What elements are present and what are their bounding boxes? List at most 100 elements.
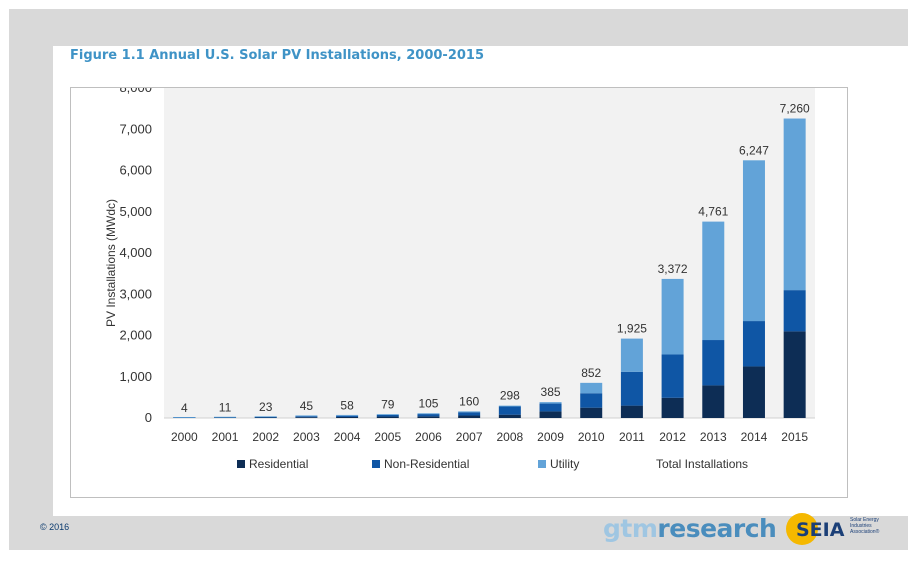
total-data-label: 4,761 [698, 205, 728, 219]
gtm-logo-part2: research [657, 514, 777, 543]
bar-non-residential [742, 321, 765, 367]
bar-utility [254, 416, 277, 418]
bar-non-residential [702, 340, 725, 386]
bar-non-residential [376, 414, 399, 417]
total-data-label: 852 [581, 366, 601, 380]
legend-label: Non-Residential [384, 457, 469, 471]
bar-residential [539, 411, 562, 418]
bar-residential [702, 385, 725, 418]
legend-swatch-residential [237, 460, 245, 468]
seia-logo-text: SEIA [796, 519, 845, 541]
y-tick-label: 8,000 [119, 88, 152, 95]
bar-utility [580, 382, 603, 394]
y-tick-label: 0 [145, 410, 152, 425]
total-data-label: 79 [381, 398, 395, 412]
legend-swatch-utility [538, 460, 546, 468]
bar-utility [336, 414, 359, 416]
bar-non-residential [254, 416, 277, 418]
bar-utility [783, 118, 806, 291]
x-tick-label: 2008 [496, 430, 523, 444]
x-tick-label: 2015 [781, 430, 808, 444]
total-data-label: 1,925 [617, 322, 647, 336]
bar-utility [539, 402, 562, 404]
total-data-label: 105 [418, 397, 438, 411]
total-data-label: 4 [181, 401, 188, 415]
legend-swatch-non-residential [372, 460, 380, 468]
total-data-label: 11 [219, 401, 232, 415]
chart-container: 0 1,000 2,000 3,000 4,000 5,000 6,000 7,000 8,00… [70, 87, 848, 498]
bar-utility [295, 415, 318, 417]
bar-utility [661, 278, 684, 355]
bar-utility [498, 405, 521, 407]
total-data-label: 6,247 [739, 143, 769, 157]
legend-label-total: Total Installations [656, 457, 748, 471]
total-data-label: 7,260 [780, 102, 810, 116]
x-tick-label: 2011 [619, 430, 645, 444]
bar-residential [580, 407, 603, 418]
y-tick-label: 1,000 [119, 369, 152, 384]
total-data-label: 45 [300, 399, 314, 413]
bar-non-residential [661, 354, 684, 398]
bar-utility [376, 414, 399, 415]
x-tick-label: 2004 [334, 430, 361, 444]
x-tick-label: 2012 [659, 430, 686, 444]
bar-residential [783, 331, 806, 418]
bar-non-residential [783, 290, 806, 332]
y-tick-label: 7,000 [119, 121, 152, 136]
x-tick-label: 2001 [212, 430, 239, 444]
y-tick-label: 2,000 [119, 328, 152, 343]
bar-utility [742, 160, 765, 322]
copyright-text: © 2016 [40, 522, 70, 532]
bar-non-residential [539, 403, 562, 412]
bar-non-residential [417, 414, 440, 417]
bar-residential [620, 405, 643, 418]
y-tick-label: 4,000 [119, 245, 152, 260]
bar-utility [702, 221, 725, 341]
y-tick-label: 5,000 [119, 204, 152, 219]
sun-icon [786, 513, 818, 545]
x-tick-label: 2014 [741, 430, 768, 444]
bar-utility [214, 416, 237, 418]
bar-residential [458, 415, 481, 418]
bar-residential [417, 416, 440, 418]
y-tick-label: 6,000 [119, 163, 152, 178]
bar-utility [173, 417, 196, 418]
x-tick-label: 2009 [537, 430, 564, 444]
bar-utility [620, 338, 643, 372]
gtm-research-logo: gtmresearch [603, 514, 777, 543]
x-tick-label: 2005 [374, 430, 401, 444]
total-data-label: 385 [541, 385, 561, 399]
bar-residential [498, 414, 521, 418]
x-tick-label: 2010 [578, 430, 605, 444]
seia-logo: SEIA Solar Energy Industries Association… [786, 512, 906, 548]
total-data-label: 298 [500, 389, 520, 403]
bar-residential [376, 416, 399, 418]
bar-utility [417, 413, 440, 415]
bar-residential [254, 417, 277, 418]
seia-logo-tagline: Solar Energy Industries Association® [850, 517, 880, 535]
bar-non-residential [458, 412, 481, 416]
bar-non-residential [336, 415, 359, 417]
bar-utility [458, 411, 481, 413]
bar-non-residential [498, 406, 521, 415]
y-axis-title: PV Installations (MWdc) [104, 199, 118, 327]
bar-non-residential [620, 371, 643, 406]
x-tick-label: 2007 [456, 430, 483, 444]
x-tick-label: 2006 [415, 430, 442, 444]
y-tick-label: 3,000 [119, 286, 152, 301]
bar-residential [742, 366, 765, 418]
bar-residential [661, 397, 684, 418]
x-tick-label: 2000 [171, 430, 198, 444]
figure-title: Figure 1.1 Annual U.S. Solar PV Installa… [70, 48, 485, 63]
bar-residential [295, 417, 318, 418]
total-data-label: 3,372 [658, 262, 688, 276]
legend-label: Utility [550, 457, 579, 471]
total-data-label: 160 [459, 394, 479, 408]
x-tick-label: 2002 [252, 430, 279, 444]
total-data-label: 23 [259, 400, 273, 414]
gtm-logo-part1: gtm [603, 514, 658, 543]
x-tick-label: 2003 [293, 430, 320, 444]
x-tick-label: 2013 [700, 430, 727, 444]
legend-label: Residential [249, 457, 308, 471]
bar-non-residential [580, 393, 603, 408]
